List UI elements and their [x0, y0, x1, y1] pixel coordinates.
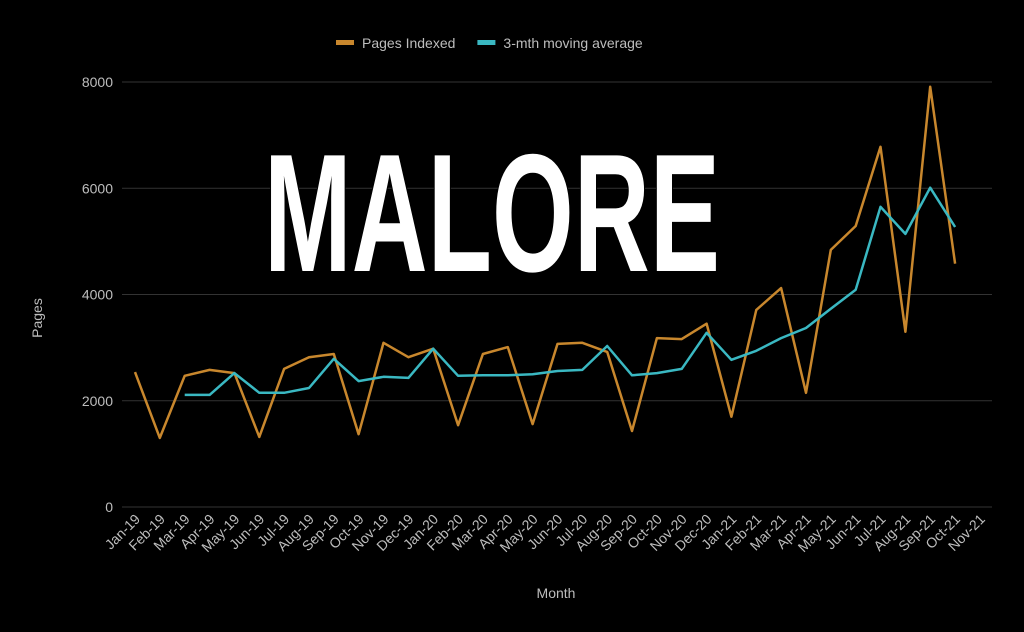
overlay-text: MALORE: [264, 119, 720, 307]
legend-label: Pages Indexed: [362, 35, 455, 51]
series-line: [184, 186, 957, 397]
legend-swatch: [336, 40, 354, 45]
y-axis-title: Pages: [29, 298, 45, 338]
y-tick-label: 6000: [82, 180, 113, 196]
y-tick-label: 2000: [82, 393, 113, 409]
legend: Pages Indexed 3-mth moving average: [336, 35, 643, 51]
y-tick-label: 4000: [82, 287, 113, 303]
legend-label: 3-mth moving average: [503, 35, 643, 51]
y-tick-label: 8000: [82, 74, 113, 90]
x-axis-title: Month: [537, 585, 576, 601]
y-tick-label: 0: [105, 499, 113, 515]
legend-swatch: [477, 40, 496, 45]
series-line: [133, 85, 957, 440]
